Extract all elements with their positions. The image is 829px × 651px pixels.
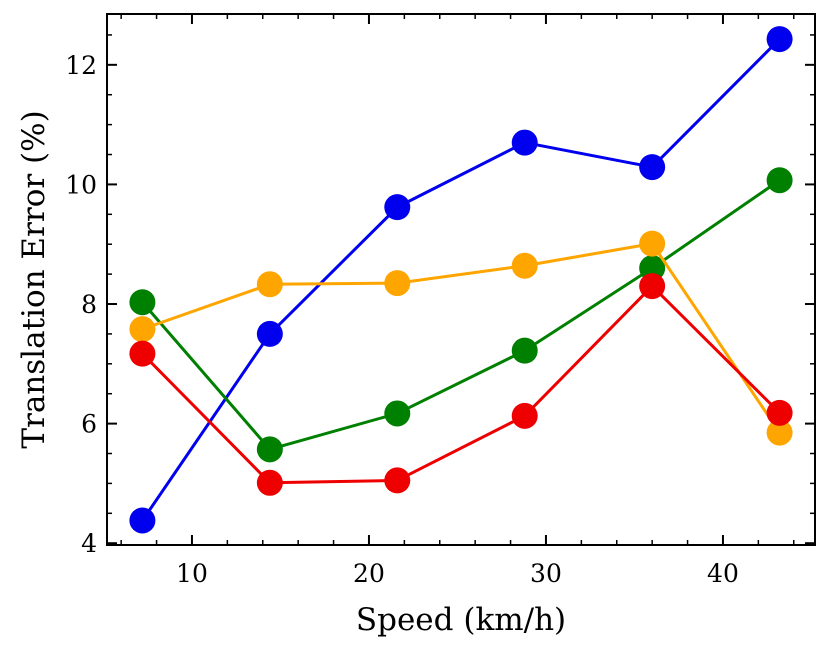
series-1	[129, 167, 793, 463]
data-point	[511, 129, 538, 156]
series-2	[129, 230, 793, 446]
series-line	[141, 284, 781, 485]
x-tick-label: 40	[707, 559, 739, 588]
x-tick-label: 20	[353, 559, 385, 588]
data-point	[511, 402, 538, 429]
x-axis-title: Speed (km/h)	[356, 602, 566, 638]
x-tick-label: 30	[530, 559, 562, 588]
data-point	[639, 255, 666, 282]
data-point	[384, 270, 411, 297]
data-point	[256, 271, 283, 298]
data-point	[639, 230, 666, 257]
data-point	[766, 26, 793, 53]
y-tick-label: 12	[65, 51, 97, 80]
y-tick-label: 8	[81, 290, 97, 319]
data-point	[511, 337, 538, 364]
data-point	[766, 419, 793, 446]
series-line	[141, 38, 781, 522]
y-tick-label: 6	[81, 410, 97, 439]
data-point	[256, 469, 283, 496]
data-point	[129, 507, 156, 534]
data-point	[766, 167, 793, 194]
plot-frame	[106, 13, 816, 546]
data-point	[129, 340, 156, 367]
y-tick-label: 10	[65, 170, 97, 199]
series-3	[129, 273, 793, 496]
y-axis-title: Translation Error (%)	[16, 110, 52, 448]
series-0	[129, 26, 793, 534]
data-point	[129, 289, 156, 316]
data-point	[384, 194, 411, 221]
series-layer	[129, 26, 793, 534]
data-point	[384, 400, 411, 427]
x-tick-label: 10	[176, 559, 208, 588]
data-point	[384, 467, 411, 494]
data-point	[256, 436, 283, 463]
data-point	[766, 399, 793, 426]
axis-ticks: 10 20 30 40 4 6 8 10 12	[65, 14, 815, 588]
data-point	[639, 273, 666, 300]
data-point	[639, 154, 666, 181]
y-tick-label: 4	[81, 529, 97, 558]
data-point	[129, 316, 156, 343]
data-point	[511, 252, 538, 279]
series-line	[141, 179, 781, 451]
series-line	[141, 242, 781, 434]
data-point	[256, 320, 283, 347]
